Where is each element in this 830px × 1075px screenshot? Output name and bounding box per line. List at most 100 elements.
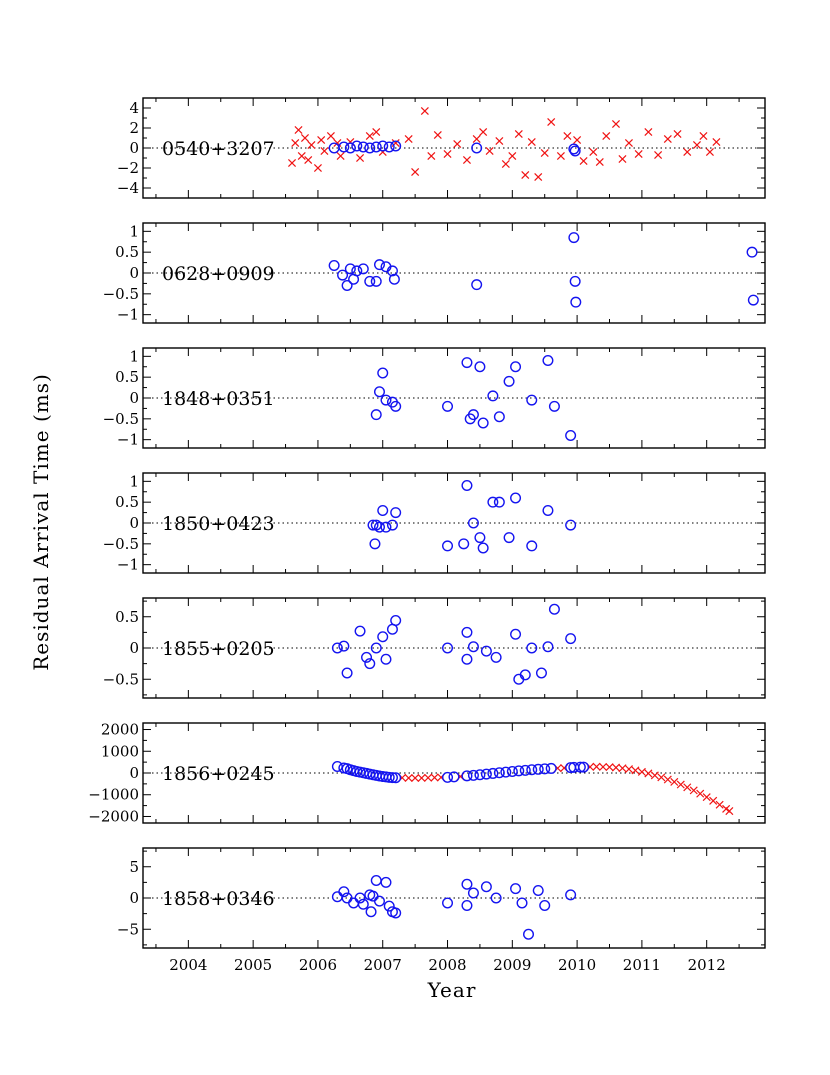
circle-point (328, 260, 340, 272)
y-tick-label: 0 (129, 389, 139, 407)
cross-point (676, 780, 685, 789)
y-tick-label: −1 (117, 556, 139, 574)
cross-point (673, 129, 682, 139)
circle-point (480, 645, 492, 657)
y-tick-label: −0.5 (103, 285, 139, 303)
circle-point (523, 928, 535, 940)
circle-point (746, 246, 758, 258)
circle-point (461, 900, 473, 912)
circle-point (526, 764, 538, 776)
circle-point (361, 651, 373, 663)
cross-point (696, 789, 705, 798)
circle-point (526, 642, 538, 654)
cross-point (433, 130, 442, 140)
circle-point (578, 761, 590, 773)
circle-point (535, 667, 547, 679)
circle-point (477, 417, 489, 429)
circle-point (570, 296, 582, 308)
cross-point (495, 136, 504, 146)
circle-point (354, 892, 366, 904)
circle-point (565, 889, 577, 901)
circle-point (354, 625, 366, 637)
circle-point (370, 141, 382, 153)
pulsar-label: 1858+0346 (162, 888, 275, 910)
cross-point (404, 773, 413, 783)
panels: 4 2 0 −2 −4 0540+3207 1 0.5 0 −0.5 −1 0628+0909 1 0.5… (88, 97, 766, 974)
cross-point (479, 127, 488, 137)
circle-point (377, 140, 389, 152)
cross-point (663, 775, 672, 784)
circle-point (503, 375, 515, 387)
circle-point (341, 667, 353, 679)
circle-point (480, 881, 492, 893)
circle-point (370, 642, 382, 654)
circle-point (357, 898, 369, 910)
y-tick-label: 0 (129, 889, 139, 907)
circle-point (542, 641, 554, 653)
cross-point (670, 777, 679, 786)
y-tick-label: 1 (129, 222, 139, 240)
circle-point (565, 519, 577, 531)
circle-point (474, 532, 486, 544)
panel-0628-0909: 1 0.5 0 −0.5 −1 0628+0909 (103, 222, 766, 324)
cross-point (304, 155, 313, 165)
cross-point (462, 155, 471, 165)
y-tick-label: 0 (129, 514, 139, 532)
y-tick-label: 4 (129, 99, 139, 117)
cross-point (589, 147, 598, 157)
circle-point (386, 265, 398, 277)
x-tick-label: 2008 (428, 956, 466, 974)
circle-point (337, 269, 349, 281)
y-tick-label: −5 (117, 920, 139, 938)
y-tick-label: −0.5 (103, 410, 139, 428)
circle-point (331, 891, 343, 903)
cross-point (702, 793, 711, 802)
circle-point (442, 540, 454, 552)
circle-point (461, 357, 473, 369)
circle-point (461, 653, 473, 665)
cross-point (547, 117, 556, 127)
circle-point (461, 878, 473, 890)
circle-point (367, 890, 379, 902)
circle-point (344, 142, 356, 154)
circle-point (513, 765, 525, 777)
cross-point (654, 150, 663, 160)
cross-point (683, 783, 692, 792)
cross-point (326, 131, 335, 141)
y-tick-label: 0.5 (115, 243, 139, 261)
cross-point (411, 167, 420, 177)
cross-point (602, 131, 611, 141)
circle-point (390, 907, 402, 919)
circle-point (348, 897, 360, 909)
circle-point (461, 480, 473, 492)
circle-point (383, 900, 395, 912)
circle-point (448, 771, 460, 783)
cross-point (709, 796, 718, 805)
x-tick-label: 2006 (299, 956, 337, 974)
cross-point (644, 769, 653, 778)
circle-point (442, 771, 454, 783)
circle-point (380, 521, 392, 533)
circle-point (373, 895, 385, 907)
circle-point (370, 409, 382, 421)
cross-point (618, 764, 627, 773)
circle-point (338, 886, 350, 898)
circle-point (510, 883, 522, 895)
circle-point (568, 143, 580, 155)
cross-point (683, 147, 692, 157)
cross-point (313, 163, 322, 173)
cross-point (634, 149, 643, 159)
y-tick-label: −2 (117, 159, 139, 177)
cross-point (501, 159, 510, 169)
cross-point (404, 134, 413, 144)
circle-point (365, 906, 377, 918)
y-tick-label: 1 (129, 472, 139, 490)
cross-point (514, 129, 523, 139)
cross-point (336, 151, 345, 161)
circle-point (545, 762, 557, 774)
cross-point (689, 786, 698, 795)
cross-point (705, 147, 714, 157)
circle-point (357, 141, 369, 153)
circle-point (370, 875, 382, 887)
